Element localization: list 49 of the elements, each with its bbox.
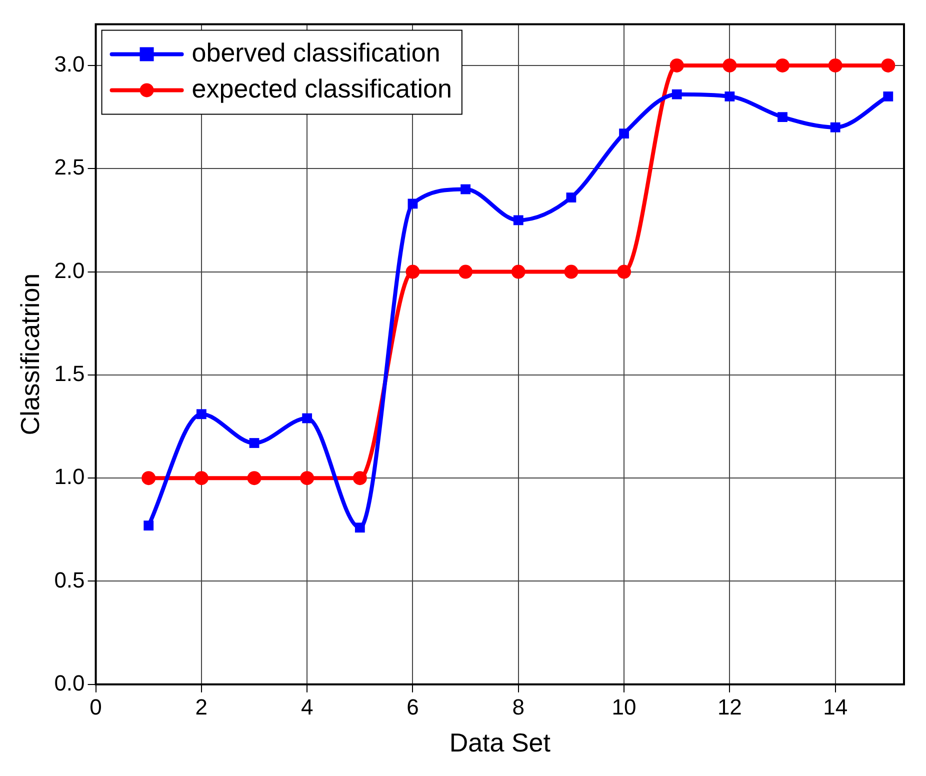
- point: [458, 264, 473, 279]
- point: [352, 471, 367, 486]
- y-tick-label: 1.0: [54, 464, 85, 490]
- point: [724, 91, 735, 102]
- x-tick-label: 12: [717, 694, 742, 720]
- point: [722, 58, 737, 72]
- point: [828, 58, 842, 72]
- point: [883, 91, 894, 102]
- point: [617, 264, 632, 279]
- legend-label: expected classification: [192, 73, 452, 104]
- point: [142, 471, 156, 486]
- point: [460, 184, 471, 194]
- point: [354, 522, 365, 533]
- point: [247, 471, 262, 486]
- point: [302, 413, 312, 424]
- y-tick-label: 0.5: [54, 567, 85, 592]
- point: [408, 198, 418, 209]
- point: [566, 192, 576, 202]
- x-tick-label: 10: [612, 694, 636, 720]
- y-tick-label: 0.0: [54, 670, 85, 696]
- x-tick-label: 8: [512, 694, 525, 720]
- point: [564, 264, 578, 279]
- x-tick-label: 4: [300, 694, 314, 720]
- point: [881, 58, 896, 72]
- y-tick-label: 3.0: [54, 52, 85, 77]
- legend-label: oberved classification: [192, 37, 440, 68]
- y-tick-label: 1.5: [54, 360, 85, 386]
- point: [778, 112, 788, 122]
- point: [511, 264, 526, 279]
- point: [513, 215, 524, 226]
- point: [300, 471, 314, 486]
- point: [776, 58, 790, 72]
- y-tick-label: 2.0: [54, 258, 85, 283]
- point: [670, 58, 684, 72]
- point: [194, 471, 208, 486]
- point: [196, 409, 206, 420]
- x-tick-label: 6: [406, 694, 419, 720]
- point: [144, 520, 154, 530]
- x-axis-title: Data Set: [449, 728, 552, 758]
- x-tick-label: 2: [195, 694, 208, 720]
- y-tick-label: 2.5: [54, 154, 85, 180]
- point: [672, 89, 682, 100]
- x-tick-label: 14: [823, 694, 848, 720]
- point: [249, 438, 260, 448]
- point: [406, 264, 420, 279]
- point: [830, 122, 840, 132]
- y-axis-title: Classificatrion: [14, 273, 45, 436]
- x-tick-label: 0: [90, 694, 102, 720]
- point: [619, 128, 629, 138]
